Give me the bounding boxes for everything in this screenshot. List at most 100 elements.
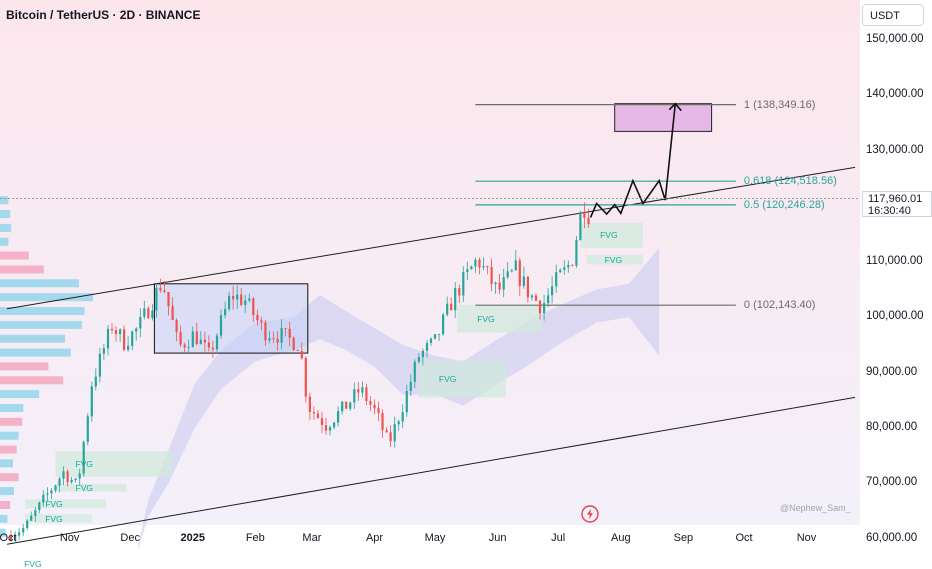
- fib-level-label: 0.618 (124,518.56): [743, 175, 837, 188]
- candle-body: [127, 345, 130, 350]
- fib-level-label: 1 (138,349.16): [743, 98, 816, 111]
- candle-body: [260, 320, 263, 323]
- candle-body: [26, 520, 29, 528]
- fvg-zone: [25, 499, 107, 509]
- price-tick-label: 130,000.00: [866, 143, 924, 156]
- candle-body: [470, 266, 473, 270]
- author-watermark: @Nephew_Sam_: [780, 503, 851, 513]
- volume-profile-bar: [0, 348, 71, 357]
- candle-body: [442, 314, 445, 334]
- fvg-zone: [586, 255, 643, 265]
- candle-body: [50, 490, 53, 494]
- candle-body: [389, 432, 392, 442]
- candle-body: [438, 334, 441, 335]
- volume-profile-bar: [0, 196, 9, 205]
- volume-profile-bar: [0, 431, 19, 440]
- candle-body: [288, 328, 291, 338]
- candle-body: [381, 413, 384, 431]
- candle-body: [175, 320, 178, 332]
- flash-icon[interactable]: [581, 505, 599, 523]
- fvg-label: FVG: [477, 313, 495, 324]
- price-tick-label: 80,000.00: [866, 420, 918, 433]
- candle-body: [486, 266, 489, 267]
- candle-body: [458, 288, 461, 296]
- candle-body: [446, 303, 449, 315]
- volume-profile-bar: [0, 279, 79, 288]
- current-price: 117,960.01: [868, 193, 923, 205]
- candle-body: [94, 376, 97, 387]
- fvg-label: FVG: [75, 482, 93, 493]
- volume-profile-bar: [0, 251, 29, 260]
- candle-body: [490, 267, 493, 284]
- candle-body: [353, 389, 356, 403]
- candle-body: [494, 282, 497, 285]
- price-tick-label: 90,000.00: [866, 365, 918, 378]
- candle-body: [215, 335, 219, 350]
- time-tick-label: Mar: [302, 532, 322, 544]
- consolidation-box: [153, 283, 309, 354]
- candle-body: [110, 328, 114, 331]
- volume-profile-bar: [0, 307, 85, 315]
- candle-body: [498, 282, 501, 290]
- candle-body: [361, 387, 364, 393]
- projection-path: [589, 103, 677, 218]
- candle-body: [425, 343, 429, 351]
- candle-body: [543, 303, 546, 314]
- candle-body: [159, 287, 162, 291]
- candle-body: [46, 493, 49, 495]
- candle-body: [22, 528, 25, 533]
- fvg-label: FVG: [45, 513, 63, 524]
- candle-body: [292, 337, 295, 351]
- time-tick-label: Sep: [673, 532, 694, 544]
- candle-body: [82, 441, 85, 474]
- candle-body: [308, 396, 311, 412]
- candle-body: [510, 270, 513, 272]
- candle-body: [147, 308, 150, 319]
- time-tick-label: Apr: [365, 532, 384, 544]
- candle-body: [538, 300, 542, 314]
- candle-body: [502, 277, 505, 290]
- projection-arrowhead: [668, 102, 682, 112]
- candle-body: [534, 295, 538, 301]
- candle-body: [401, 412, 404, 422]
- candle-body: [203, 339, 206, 343]
- fvg-label: FVG: [438, 373, 457, 384]
- candle-body: [373, 404, 376, 409]
- chart-canvas[interactable]: [0, 0, 932, 550]
- price-tick-label: 150,000.00: [866, 33, 924, 45]
- candle-body: [70, 480, 73, 483]
- candle-body: [417, 357, 420, 362]
- time-tick-label: Feb: [245, 532, 265, 544]
- candle-body: [405, 391, 408, 413]
- candle-body: [30, 515, 33, 521]
- candle-body: [244, 300, 247, 305]
- price-tick-label: 60,000.00: [866, 531, 918, 544]
- candle-body: [587, 217, 590, 225]
- fvg-label: FVG: [24, 559, 42, 569]
- candle-body: [280, 328, 283, 343]
- candle-body: [563, 267, 566, 270]
- candle-body: [316, 413, 319, 419]
- candle-body: [559, 269, 562, 273]
- candle-body: [530, 295, 534, 298]
- candle-body: [583, 212, 586, 218]
- candle-body: [151, 310, 154, 319]
- fvg-zone: [457, 304, 542, 333]
- volume-profile-bar: [0, 445, 17, 454]
- candle-body: [131, 331, 134, 346]
- time-tick-label: 2025: [180, 532, 206, 544]
- volume-profile-bar: [0, 223, 12, 232]
- candle-body: [300, 351, 303, 359]
- candle-body: [555, 272, 558, 287]
- candle-body: [191, 331, 194, 348]
- candle-body: [328, 427, 332, 431]
- candle-body: [341, 401, 344, 412]
- candle-body: [547, 295, 550, 304]
- candle-body: [413, 361, 416, 382]
- currency-button[interactable]: USDT: [862, 4, 924, 26]
- time-tick-label: Aug: [611, 532, 631, 544]
- candle-body: [268, 338, 271, 341]
- candle-body: [575, 239, 578, 266]
- candle-body: [377, 408, 380, 413]
- candle-body: [324, 425, 328, 431]
